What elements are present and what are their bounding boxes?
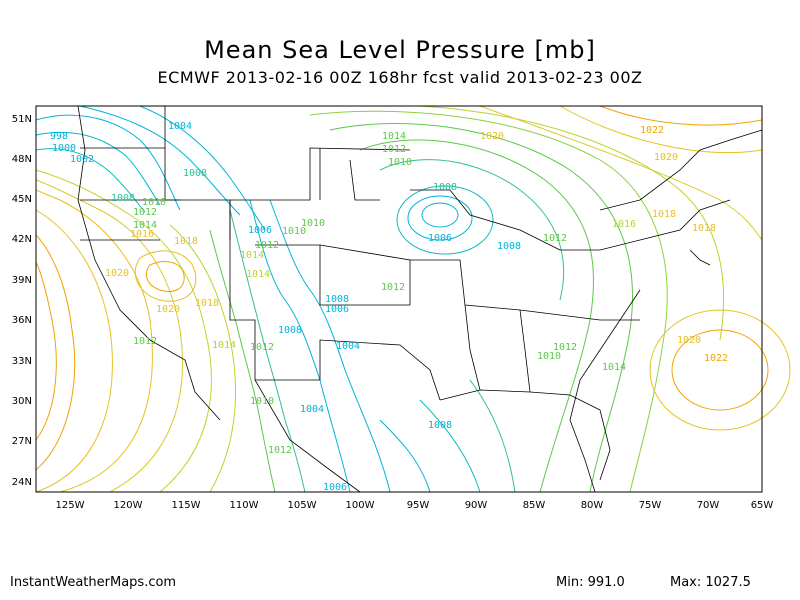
contour-label: 1012: [250, 342, 274, 353]
contour-label: 1008: [325, 294, 349, 305]
contour-label: 1000: [52, 143, 76, 154]
contour-label: 1014: [240, 250, 264, 261]
contour-label: 1018: [174, 236, 198, 247]
contour-label: 1018: [652, 209, 676, 220]
max-pressure: Max: 1027.5: [670, 575, 751, 590]
contour-label: 1020: [654, 152, 678, 163]
lon-tick: 110W: [230, 500, 259, 511]
contour-label: 1008: [111, 193, 135, 204]
contour-label: 1018: [692, 223, 716, 234]
contour-label: 1012: [133, 336, 157, 347]
contour-label: 1006: [428, 233, 452, 244]
site-credit: InstantWeatherMaps.com: [10, 575, 177, 590]
contour-label: 1014: [246, 269, 270, 280]
map-subtitle: ECMWF 2013-02-16 00Z 168hr fcst valid 20…: [157, 68, 643, 87]
lon-tick: 90W: [465, 500, 488, 511]
lon-tick: 75W: [639, 500, 662, 511]
contour-label: 1012: [382, 144, 406, 155]
lon-tick: 80W: [581, 500, 604, 511]
contour-label: 1012: [255, 240, 279, 251]
contour-label: 998: [50, 131, 68, 142]
contour-label: 1008: [433, 182, 457, 193]
contour-label: 1004: [300, 404, 324, 415]
contour-label: 1004: [168, 121, 192, 132]
contour-label: 1010: [537, 351, 561, 362]
lat-tick: 39N: [12, 275, 32, 286]
contour-label: 1006: [325, 304, 349, 315]
contour-labels: 998 1000 1002 1004 1008 1008 1010 1012 1…: [50, 121, 728, 493]
lat-tick: 51N: [12, 114, 32, 125]
lon-tick: 105W: [288, 500, 317, 511]
contour-label: 1020: [480, 131, 504, 142]
contour-label: 1010: [388, 157, 412, 168]
contour-label: 1008: [428, 420, 452, 431]
lon-tick: 120W: [114, 500, 143, 511]
contour-label: 1016: [130, 229, 154, 240]
lon-tick: 115W: [172, 500, 201, 511]
contour-label: 1014: [602, 362, 626, 373]
map-title: Mean Sea Level Pressure [mb]: [204, 36, 596, 64]
contour-label: 1020: [105, 268, 129, 279]
contour-label: 1008: [183, 168, 207, 179]
contour-label: 1020: [156, 304, 180, 315]
contour-label: 1010: [250, 396, 274, 407]
contour-label: 1006: [248, 225, 272, 236]
contour-label: 1012: [133, 207, 157, 218]
contour-label: 1020: [677, 335, 701, 346]
longitude-axis: 125W 120W 115W 110W 105W 100W 95W 90W 85…: [56, 500, 774, 511]
lon-tick: 85W: [523, 500, 546, 511]
contour-label: 1008: [278, 325, 302, 336]
contour-label: 1010: [282, 226, 306, 237]
geographic-borders: [77, 105, 763, 493]
lon-tick: 95W: [407, 500, 430, 511]
latitude-axis: 51N 48N 45N 42N 39N 36N 33N 30N 27N 24N: [12, 114, 32, 488]
lon-tick: 100W: [346, 500, 375, 511]
lat-tick: 36N: [12, 315, 32, 326]
contour-label: 1012: [381, 282, 405, 293]
lat-tick: 48N: [12, 154, 32, 165]
contour-label: 1014: [133, 220, 157, 231]
contour-label: 1002: [70, 154, 94, 165]
contour-label: 1004: [336, 341, 360, 352]
lon-tick: 65W: [751, 500, 774, 511]
min-pressure: Min: 991.0: [556, 575, 625, 590]
lat-tick: 33N: [12, 356, 32, 367]
contour-label: 1016: [612, 219, 636, 230]
lat-tick: 30N: [12, 396, 32, 407]
lat-tick: 27N: [12, 436, 32, 447]
contour-label: 1022: [704, 353, 728, 364]
contour-label: 1010: [301, 218, 325, 229]
map-frame: [35, 105, 763, 493]
isobar-contours: [35, 105, 791, 493]
lat-tick: 42N: [12, 234, 32, 245]
contour-label: 1012: [268, 445, 292, 456]
contour-label: 1014: [212, 340, 236, 351]
contour-label: 1014: [382, 131, 406, 142]
contour-label: 1008: [497, 241, 521, 252]
lat-tick: 45N: [12, 194, 32, 205]
contour-label: 1012: [553, 342, 577, 353]
contour-label: 1012: [543, 233, 567, 244]
contour-label: 1018: [195, 298, 219, 309]
contour-label: 1006: [323, 482, 347, 493]
contour-label: 1010: [142, 197, 166, 208]
contour-label: 1022: [640, 125, 664, 136]
lon-tick: 125W: [56, 500, 85, 511]
lat-tick: 24N: [12, 477, 32, 488]
lon-tick: 70W: [697, 500, 720, 511]
